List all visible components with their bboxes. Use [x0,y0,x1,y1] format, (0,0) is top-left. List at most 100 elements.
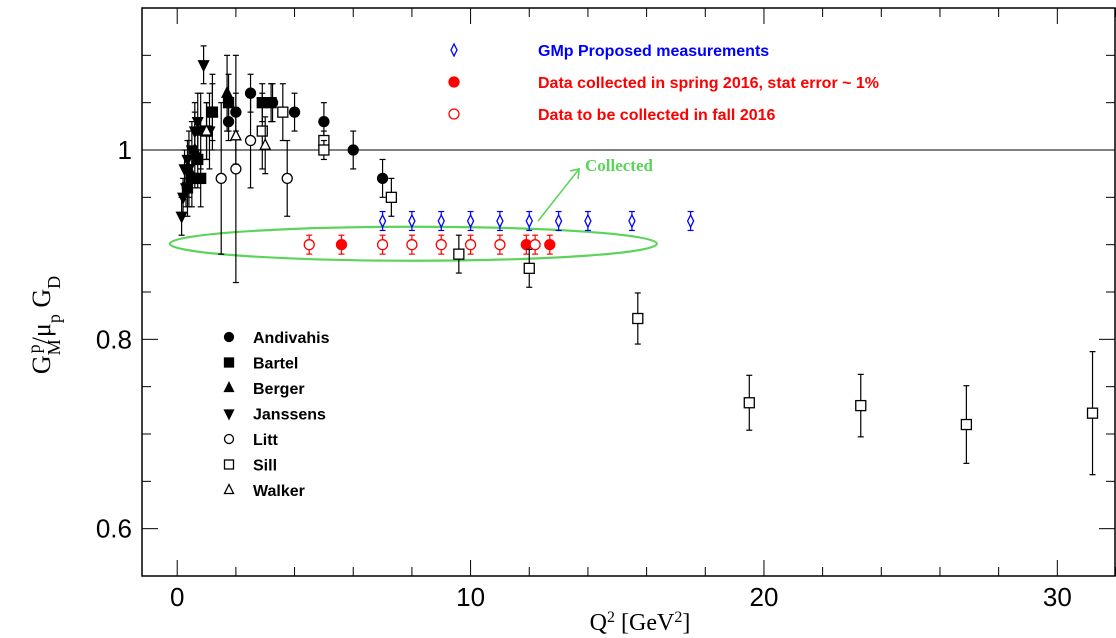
point-marker [221,85,234,98]
data-point [525,210,533,232]
point-marker [347,144,359,156]
point-marker [256,125,268,137]
point-marker [855,399,867,412]
svg-text:Q2 [GeV2]: Q2 [GeV2] [590,609,691,637]
point-marker [466,213,475,229]
data-point [523,248,535,288]
point-marker [277,106,289,118]
point-marker [529,239,541,251]
point-marker [408,213,416,229]
bottom-legend-entry: Janssens [223,407,326,424]
bottom-legend-entry: Bartel [223,356,298,373]
point-marker [215,172,227,185]
point-marker [303,239,315,251]
data-point [281,139,293,217]
point-marker [385,191,398,203]
collected-annotation: Collected [585,156,654,175]
bottom-legend-label: Litt [253,432,279,449]
collected-ellipse [168,225,658,262]
series-litt [215,54,293,284]
bottom-legend-entry: Litt [223,432,279,449]
point-marker [288,106,301,118]
point-marker [197,60,210,73]
top-legend-marker [448,108,460,120]
top-legend-entry: Data collected in spring 2016, stat erro… [448,75,879,92]
point-marker [584,213,592,229]
point-marker [464,239,477,251]
bottom-legend-entry: Berger [223,381,305,398]
point-marker [244,134,257,147]
bottom-legend-marker [223,357,235,368]
data-point [544,234,556,255]
bottom-legend-label: Janssens [253,407,326,424]
bottom-legend-marker [223,409,235,421]
data-point [259,116,272,175]
x-label-unit: [GeV [615,610,675,636]
collected-highlight: Collected [168,156,658,262]
point-marker [743,397,755,409]
y-axis-title: GMp/μp GD [24,276,64,374]
point-marker [554,213,563,229]
data-point [303,234,315,255]
data-point [632,292,644,345]
data-point [181,139,194,179]
y-label-sub-p: p [44,314,64,323]
point-marker [453,248,465,260]
x-label-sup: 2 [607,609,615,626]
bottom-legend-marker [223,483,235,495]
point-marker [406,239,418,251]
bottom-legend-label: Andivahis [253,330,330,347]
point-marker [222,97,235,109]
bottom-legend-marker [223,381,235,393]
y-label-sub-d: D [44,276,64,289]
collected-arrow [537,168,580,222]
y-tick-label: 0.8 [96,324,132,354]
axis-ticks: 0 10 20 30 0.6 0.8 1 [96,7,1116,612]
data-point [230,54,242,284]
data-point [256,92,268,170]
data-point [288,92,301,132]
point-marker [496,213,504,229]
series-sill [256,83,1099,476]
data-point [221,54,234,132]
data-point [584,210,592,232]
data-point [437,210,445,232]
x-label-q: Q [590,610,607,636]
point-marker [494,239,506,251]
y-label-gd: G [27,289,56,314]
data-point [408,210,416,232]
data-point [229,106,242,165]
data-point [554,210,563,232]
point-marker [195,172,207,185]
x-tick-label: 10 [456,582,485,612]
point-marker [1086,407,1099,419]
data-point [191,92,204,151]
point-marker [335,239,348,251]
data-point [376,234,389,255]
x-tick-label: 30 [1043,582,1072,612]
bottom-legend-entry: Andivahis [223,330,330,347]
point-marker [281,172,293,185]
data-point [244,92,257,189]
point-marker [259,137,272,150]
data-point [277,83,289,142]
data-point [385,177,398,217]
top-legend-label: Data to be collected in fall 2016 [538,107,776,124]
top-legend-label: Data collected in spring 2016, stat erro… [538,75,879,92]
data-point [197,45,210,85]
data-point [200,102,213,161]
data-point [494,234,506,255]
data-point [347,130,359,170]
point-marker [175,211,188,224]
data-point [376,158,389,198]
data-point [435,234,447,255]
y-label-g: G [27,355,56,374]
data-point [628,210,636,232]
point-marker [525,213,533,229]
bottom-legend-label: Sill [253,458,277,475]
top-legend-label: GMp Proposed measurements [538,43,769,60]
point-marker [230,163,242,175]
data-point [960,385,973,464]
point-marker [437,213,445,229]
point-marker [435,239,447,251]
